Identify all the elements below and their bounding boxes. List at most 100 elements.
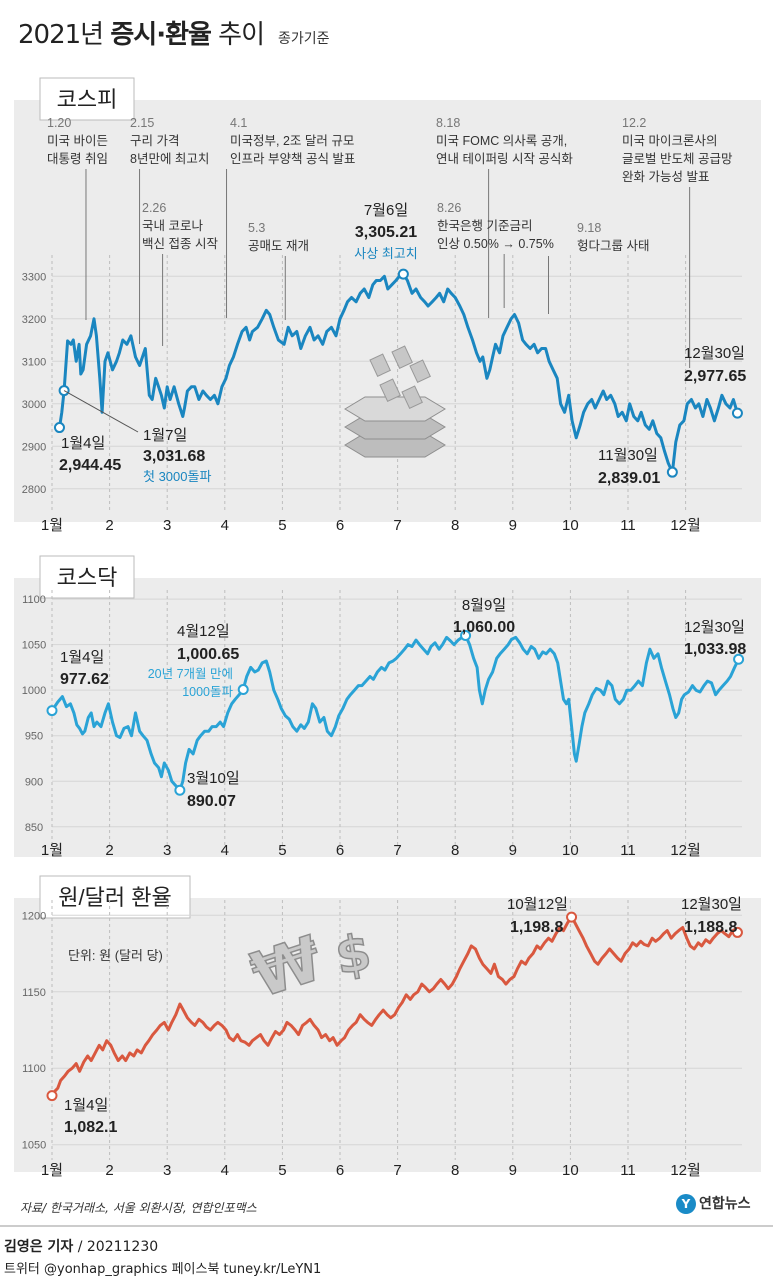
kosdaq-title-tab <box>39 555 135 599</box>
kospi-x-tick: 4 <box>221 517 229 534</box>
fx-x-tick: 7 <box>393 1162 401 1179</box>
fx-x-tick: 1월 <box>41 1162 63 1179</box>
kosdaq-x-tick: 7 <box>393 842 401 859</box>
fx-callout-date: 10월12일 <box>507 896 568 913</box>
kospi-decoration-paper <box>401 385 423 409</box>
kosdaq-x-tick: 3 <box>163 842 171 859</box>
kospi-event-text: 4.1 <box>230 116 247 130</box>
fx-x-tick: 12월 <box>670 1162 701 1179</box>
kosdaq-x-tick: 1월 <box>41 842 63 859</box>
kospi-x-tick: 8 <box>451 517 459 534</box>
kosdaq-callout-date: 8월9일 <box>462 597 506 614</box>
kospi-x-tick: 1월 <box>41 517 63 534</box>
kosdaq-x-tick: 12월 <box>670 842 701 859</box>
kospi-y-tick: 3200 <box>22 314 46 326</box>
kosdaq-callout-value: 977.62 <box>60 671 109 688</box>
fx-callout-value: 1,082.1 <box>64 1119 117 1136</box>
kospi-event-text: 헝다그룹 사태 <box>577 239 649 253</box>
kospi-callout-value: 3,305.21 <box>355 224 417 241</box>
kospi-callout-value: 2,944.45 <box>59 457 121 474</box>
kospi-x-tick: 10 <box>562 517 579 534</box>
kosdaq-callout-value: 1,060.00 <box>453 619 515 636</box>
kospi-event-text: 미국 마이크론사의 <box>622 134 717 148</box>
kospi-marker <box>731 407 743 419</box>
kospi-event-text: 미국 FOMC 의사록 공개, <box>436 134 567 148</box>
fx-callout-value: 1,188.8 <box>684 919 737 936</box>
title-basis: 종가기준 <box>278 31 330 47</box>
kospi-event-text: 연내 테이퍼링 시작 공식화 <box>436 152 573 166</box>
kosdaq-y-tick: 1050 <box>22 640 46 652</box>
kospi-decoration-paper <box>409 359 431 383</box>
kosdaq-callout-value: 1,033.98 <box>684 641 746 658</box>
kospi-event-text: 공매도 재개 <box>248 239 309 253</box>
kosdaq-marker <box>237 684 249 696</box>
kospi-event-text: 미국 바이든 <box>47 134 108 148</box>
kospi-callout-value: 3,031.68 <box>143 448 205 465</box>
kospi-event-text: 대통령 취임 <box>47 152 108 166</box>
kosdaq-x-tick: 4 <box>221 842 229 859</box>
author-date: / 20211230 <box>73 1239 159 1255</box>
kosdaq-title: 코스닥 <box>57 565 118 590</box>
kosdaq-callout-value: 1,000.65 <box>177 646 239 663</box>
fx-title-tab <box>39 875 191 919</box>
kospi-event-text: 8.26 <box>437 201 461 215</box>
kospi-event-text: 인프라 부양책 공식 발표 <box>230 151 355 166</box>
fx-marker <box>46 1090 58 1102</box>
kospi-event-text: 글로벌 반도체 공급망 <box>622 152 733 166</box>
kosdaq-marker <box>174 784 186 796</box>
kosdaq-x-tick: 5 <box>278 842 286 859</box>
kospi-callout-date: 1월7일 <box>143 427 187 444</box>
kospi-event-text: 8년만에 최고치 <box>130 152 209 166</box>
kosdaq-y-tick: 850 <box>25 822 43 834</box>
kosdaq-y-tick: 900 <box>25 776 43 788</box>
kospi-event-text: 9.18 <box>577 221 601 235</box>
kospi-callout-leader <box>63 390 139 433</box>
kospi-marker <box>53 422 65 434</box>
kospi-title: 코스피 <box>57 87 118 112</box>
kospi-y-tick: 3100 <box>22 356 46 368</box>
kosdaq-panel-bg <box>14 578 761 857</box>
kospi-event-text: 1.20 <box>47 116 71 130</box>
fx-y-tick: 1100 <box>22 1063 46 1075</box>
kospi-event-text: 한국은행 기준금리 <box>437 218 532 233</box>
kospi-event-text: 구리 가격 <box>130 134 179 148</box>
kospi-decoration-paper <box>391 345 413 369</box>
kospi-event-text: 2.26 <box>142 201 166 215</box>
kosdaq-callout-date: 12월30일 <box>684 619 745 636</box>
kospi-callout-value: 2,977.65 <box>684 368 746 385</box>
kospi-callout-date: 12월30일 <box>684 345 745 362</box>
kospi-x-tick: 3 <box>163 517 171 534</box>
kosdaq-callout-date: 3월10일 <box>187 770 240 787</box>
kospi-callout-date: 1월4일 <box>61 435 105 452</box>
kospi-x-tick: 2 <box>105 517 113 534</box>
fx-panel-bg <box>14 898 761 1172</box>
kospi-event-text: 8.18 <box>436 116 460 130</box>
kospi-callout-note: 첫 3000돌파 <box>143 469 211 484</box>
fx-x-tick: 11 <box>620 1162 636 1179</box>
logo-mark-icon: Y <box>676 1194 696 1214</box>
kosdaq-x-tick: 10 <box>562 842 579 859</box>
fx-x-tick: 5 <box>278 1162 286 1179</box>
fx-x-tick: 9 <box>509 1162 517 1179</box>
kospi-event-text: 2.15 <box>130 116 154 130</box>
kosdaq-x-tick: 2 <box>105 842 113 859</box>
kosdaq-y-tick: 950 <box>25 731 43 743</box>
source-note: 자료/ 한국거래소, 서울 외환시장, 연합인포맥스 <box>20 1201 257 1215</box>
fx-x-tick: 8 <box>451 1162 459 1179</box>
kospi-marker <box>397 268 409 280</box>
kosdaq-callout-note: 1000돌파 <box>182 685 233 699</box>
kosdaq-callout-note: 20년 7개월 만에 <box>148 667 233 681</box>
kospi-decoration-icon <box>344 345 446 458</box>
kospi-callout-note: 사상 최고치 <box>354 246 417 261</box>
title-year: 2021년 <box>18 20 111 50</box>
kosdaq-series-line <box>50 634 740 792</box>
fx-callout-date: 12월30일 <box>681 896 742 913</box>
kosdaq-callout-date: 4월12일 <box>177 623 230 640</box>
kospi-y-tick: 2900 <box>22 441 46 453</box>
title-main: 증시·환율 <box>110 20 212 50</box>
kosdaq-y-tick: 1100 <box>22 594 46 606</box>
kospi-callout-date: 11월30일 <box>598 447 658 464</box>
kospi-y-tick: 3300 <box>22 271 46 283</box>
